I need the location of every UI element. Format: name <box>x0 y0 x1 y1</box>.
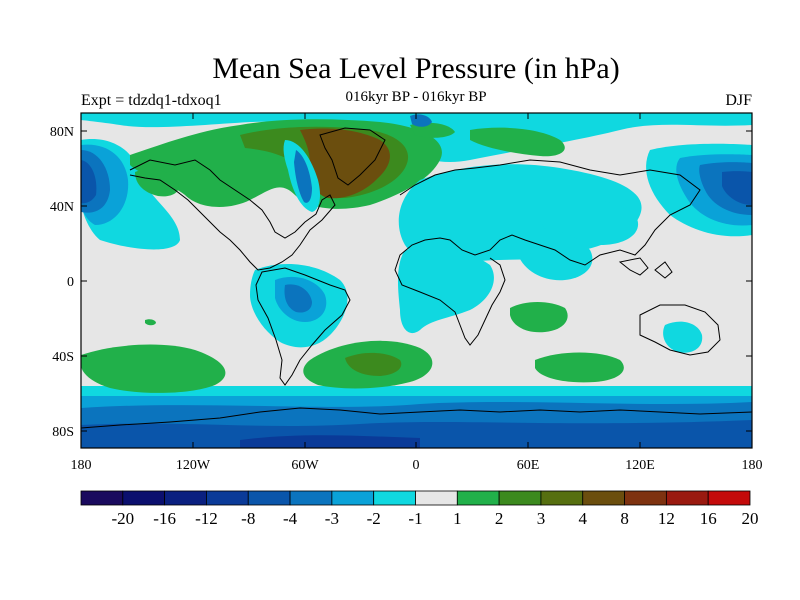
colorbar-label: -20 <box>111 509 134 528</box>
siberia-green <box>470 127 565 157</box>
colorbar-swatch <box>665 490 709 506</box>
colorbar-swatch <box>122 490 166 506</box>
npac-west-deep <box>81 160 97 204</box>
colorbar-label: -3 <box>325 509 339 528</box>
greenland-brown <box>300 128 390 199</box>
lat-label: 40S <box>52 350 74 365</box>
lat-label: 80N <box>50 125 74 140</box>
lat-label: 0 <box>67 275 74 290</box>
colorbar-label: 4 <box>579 509 588 528</box>
antarctic-deep <box>240 435 420 448</box>
colorbar-swatch <box>582 490 625 506</box>
alaska-green <box>135 169 179 197</box>
coast-eurasia-africa <box>394 159 701 346</box>
map-subtitle: 016kyr BP - 016kyr BP <box>345 89 487 105</box>
colorbar-label: 12 <box>658 509 675 528</box>
colorbar-swatch <box>498 490 542 506</box>
australia-light <box>663 321 703 353</box>
colorbar-swatch <box>415 490 458 506</box>
coast-australia <box>639 304 721 356</box>
pacific-green-dot <box>145 319 156 326</box>
colorbar-label: -1 <box>408 509 422 528</box>
lat-label: 40N <box>50 200 74 215</box>
colorbar: -20 -16 -12 -8 -4 -3 -2 -1 1 2 3 4 8 12 16 20 <box>80 490 759 528</box>
colorbar-label: -4 <box>283 509 298 528</box>
lon-label: 180 <box>71 458 92 473</box>
atlantic-light <box>397 248 494 334</box>
coast-north-america <box>129 159 336 271</box>
madagascar-green <box>510 302 568 333</box>
colorbar-swatch <box>289 490 333 506</box>
baffin-deep <box>294 150 312 203</box>
colorbar-swatch <box>540 490 584 506</box>
colorbar-label: -2 <box>367 509 381 528</box>
colorbar-swatch <box>707 490 751 506</box>
map-title: Mean Sea Level Pressure (in hPa) <box>212 52 620 85</box>
colorbar-swatch <box>80 490 124 506</box>
lon-label: 0 <box>413 458 420 473</box>
lon-ticks: 180 120W 60W 0 60E 120E 180 <box>71 113 763 473</box>
coast-se-asia <box>618 257 673 279</box>
colorbar-label: -8 <box>241 509 255 528</box>
india-light <box>518 228 593 281</box>
colorbar-label: 16 <box>700 509 717 528</box>
samerica-dark <box>284 284 312 313</box>
colorbar-swatch <box>247 490 291 506</box>
colorbar-label: 1 <box>453 509 462 528</box>
colorbar-label: 2 <box>495 509 504 528</box>
spac-green <box>81 344 226 393</box>
colorbar-swatch <box>456 490 500 506</box>
colorbar-swatch <box>331 490 375 506</box>
colorbar-swatch <box>206 490 249 506</box>
colorbar-swatch <box>373 490 416 506</box>
lon-label: 60W <box>291 458 319 473</box>
season-label: DJF <box>725 92 752 109</box>
coastlines <box>81 127 752 429</box>
lon-label: 120W <box>176 458 211 473</box>
colorbar-label: 3 <box>537 509 546 528</box>
colorbar-label: -12 <box>195 509 218 528</box>
colorbar-label: 20 <box>742 509 759 528</box>
satl-olive <box>345 352 402 376</box>
colorbar-label: -16 <box>153 509 176 528</box>
lon-label: 120E <box>625 458 655 473</box>
lon-label: 180 <box>742 458 763 473</box>
sind-green <box>535 352 624 383</box>
experiment-label: Expt = tdzdq1-tdxoq1 <box>81 92 222 109</box>
lat-label: 80S <box>52 425 74 440</box>
coast-greenland <box>319 127 386 186</box>
coast-south-america <box>255 267 351 386</box>
colorbar-swatch <box>624 490 667 506</box>
npac-east-deep <box>722 171 752 205</box>
colorbar-swatch <box>164 490 207 506</box>
lon-label: 60E <box>517 458 540 473</box>
lat-ticks: 80N 40N 0 40S 80S <box>50 125 752 440</box>
colorbar-label: 8 <box>620 509 629 528</box>
coast-antarctica <box>81 407 752 429</box>
